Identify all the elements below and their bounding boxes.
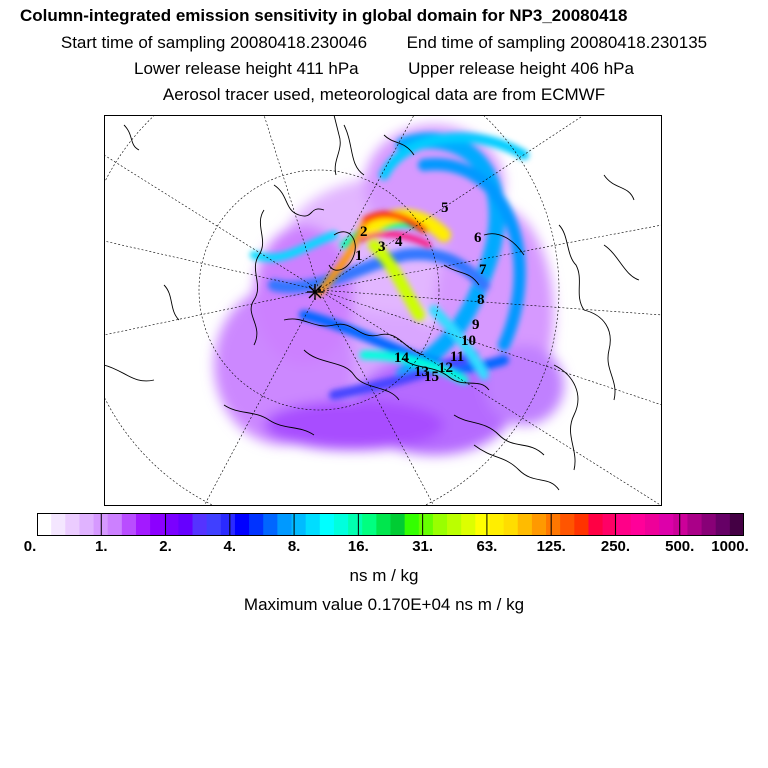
legend-swatch: [121, 513, 137, 536]
legend-swatch: [234, 513, 250, 536]
sensitivity-map: 1 2 3 4 5 6 7 8 9 10 11 12 13 14 15: [104, 115, 662, 506]
legend-tick-label: 16.: [347, 538, 369, 555]
legend-swatch: [715, 513, 731, 536]
legend-swatch: [178, 513, 194, 536]
legend-swatch: [333, 513, 349, 536]
legend-tick-label: 2.: [159, 538, 172, 555]
trajectory-label-9: 9: [472, 317, 480, 333]
legend-swatch: [673, 513, 689, 536]
legend-swatch: [447, 513, 462, 536]
upper-release-height: Upper release height 406 hPa: [408, 59, 634, 78]
trajectory-label-13: 13: [414, 364, 429, 380]
legend-swatch: [107, 513, 123, 536]
end-time: End time of sampling 20080418.230135: [406, 33, 708, 52]
figure-title: Column-integrated emission sensitivity i…: [20, 6, 628, 25]
legend-tick-label: 63.: [476, 538, 498, 555]
legend-swatch: [206, 513, 222, 536]
legend-swatch: [517, 513, 533, 536]
start-time: Start time of sampling 20080418.230046: [60, 33, 368, 52]
trajectory-label-15: 15: [424, 369, 439, 385]
legend-swatch: [390, 513, 406, 536]
trajectory-label-7: 7: [479, 262, 487, 278]
legend-swatch: [37, 513, 52, 536]
lower-release-height: Lower release height 411 hPa: [134, 59, 359, 78]
maximum-value: Maximum value 0.170E+04 ns m / kg: [243, 595, 525, 614]
legend-swatch: [376, 513, 392, 536]
legend-tick-label: 4.: [223, 538, 237, 555]
legend-tick-label: 125.: [536, 538, 566, 555]
legend-swatch: [51, 513, 66, 536]
legend-swatch: [319, 513, 335, 536]
trajectory-label-5: 5: [441, 200, 449, 216]
legend-swatch: [263, 513, 278, 536]
legend-tick-label: 1.: [95, 538, 108, 555]
sampling-times: Start time of sampling 20080418.230046 E…: [0, 33, 768, 53]
legend-swatch: [277, 513, 293, 536]
legend-swatch: [432, 513, 448, 536]
trajectory-label-11: 11: [450, 349, 464, 365]
trajectory-label-12: 12: [438, 360, 453, 376]
legend-swatch: [616, 513, 632, 536]
legend-swatch: [305, 513, 321, 536]
trajectory-label-2: 2: [360, 224, 368, 240]
legend-swatch: [362, 513, 377, 536]
legend-swatch: [164, 513, 179, 536]
legend-tick-label: 31.: [412, 538, 434, 555]
legend-tick-label: 8.: [287, 538, 301, 555]
legend-swatch: [489, 513, 505, 536]
legend-swatch: [687, 513, 703, 536]
graticule: [104, 115, 662, 506]
trajectory-label-8: 8: [477, 292, 485, 308]
legend-swatch: [348, 513, 363, 536]
legend-swatch: [630, 513, 646, 536]
legend-swatch: [701, 513, 717, 536]
coastlines: [104, 115, 640, 491]
legend-swatch: [531, 513, 547, 536]
color-legend: [37, 513, 744, 536]
star-icon: [307, 284, 323, 300]
legend-swatch: [291, 513, 307, 536]
legend-swatch: [65, 513, 81, 536]
legend-swatch: [135, 513, 151, 536]
trajectory-label-10: 10: [461, 333, 476, 349]
trajectory-label-1: 1: [355, 248, 363, 264]
trajectory-label-6: 6: [474, 230, 482, 246]
legend-tick-label: 0.: [23, 538, 37, 555]
legend-swatch: [475, 513, 491, 536]
legend-swatch: [645, 513, 660, 536]
legend-swatch: [192, 513, 208, 536]
legend-swatch: [418, 513, 434, 536]
trajectory-label-3: 3: [378, 239, 386, 255]
legend-tick-label: 250.: [600, 538, 631, 555]
legend-swatch: [602, 513, 618, 536]
legend-swatch: [574, 513, 590, 536]
trajectory-label-14: 14: [394, 350, 410, 366]
legend-swatch: [729, 513, 744, 536]
legend-frame: [37, 513, 744, 536]
legend-swatch: [588, 513, 604, 536]
legend-swatch: [404, 513, 420, 536]
legend-swatch: [659, 513, 674, 536]
legend-swatch: [150, 513, 165, 536]
legend-swatch: [220, 513, 236, 536]
legend-unit: ns m / kg: [349, 566, 419, 585]
plume-bands: [250, 132, 529, 400]
legend-swatch: [503, 513, 519, 536]
legend-swatch: [546, 513, 561, 536]
legend-tick-label: 1000.: [711, 538, 749, 555]
legend-swatch: [249, 513, 264, 536]
tracer-info: Aerosol tracer used, meteorological data…: [162, 85, 606, 104]
release-heights: Lower release height 411 hPa Upper relea…: [0, 59, 768, 79]
legend-swatch: [560, 513, 575, 536]
plume-core: [315, 209, 451, 321]
map-frame: [104, 115, 662, 506]
legend-swatch: [79, 513, 95, 536]
legend-swatch: [461, 513, 476, 536]
trajectory-label-4: 4: [395, 234, 403, 250]
legend-tick-label: 500.: [665, 538, 695, 555]
